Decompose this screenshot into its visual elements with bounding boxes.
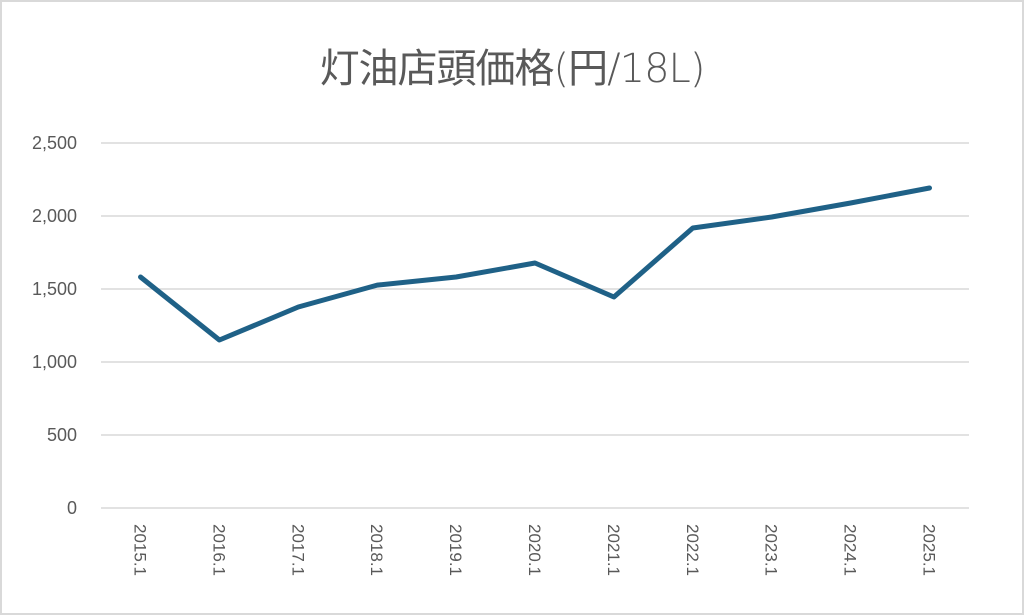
x-tick-label: 2025.1 (920, 524, 939, 576)
y-tick-label: 1,000 (32, 352, 77, 372)
x-tick-label: 2018.1 (367, 524, 386, 576)
x-tick-label: 2022.1 (683, 524, 702, 576)
x-axis-ticks: 2015.1 2016.1 2017.1 2018.1 2019.1 2020.1 2021… (130, 524, 938, 576)
y-axis-ticks: 0 500 1,000 1,500 2,000 2,500 (32, 133, 77, 518)
y-tick-label: 0 (67, 498, 77, 518)
series-line (138, 185, 932, 343)
x-tick-label: 2021.1 (604, 524, 623, 576)
x-tick-label: 2016.1 (209, 524, 228, 576)
y-tick-label: 500 (47, 425, 77, 445)
y-tick-label: 2,000 (32, 206, 77, 226)
x-tick-label: 2024.1 (841, 524, 860, 576)
y-tick-label: 2,500 (32, 133, 77, 153)
chart-title: 灯油店頭価格(円/18L) (319, 46, 706, 92)
x-tick-label: 2020.1 (525, 524, 544, 576)
x-tick-label: 2017.1 (288, 524, 307, 576)
x-tick-label: 2019.1 (446, 524, 465, 576)
y-tick-label: 1,500 (32, 279, 77, 299)
x-tick-label: 2023.1 (762, 524, 781, 576)
gridlines (101, 142, 969, 509)
x-tick-label: 2015.1 (130, 524, 149, 576)
